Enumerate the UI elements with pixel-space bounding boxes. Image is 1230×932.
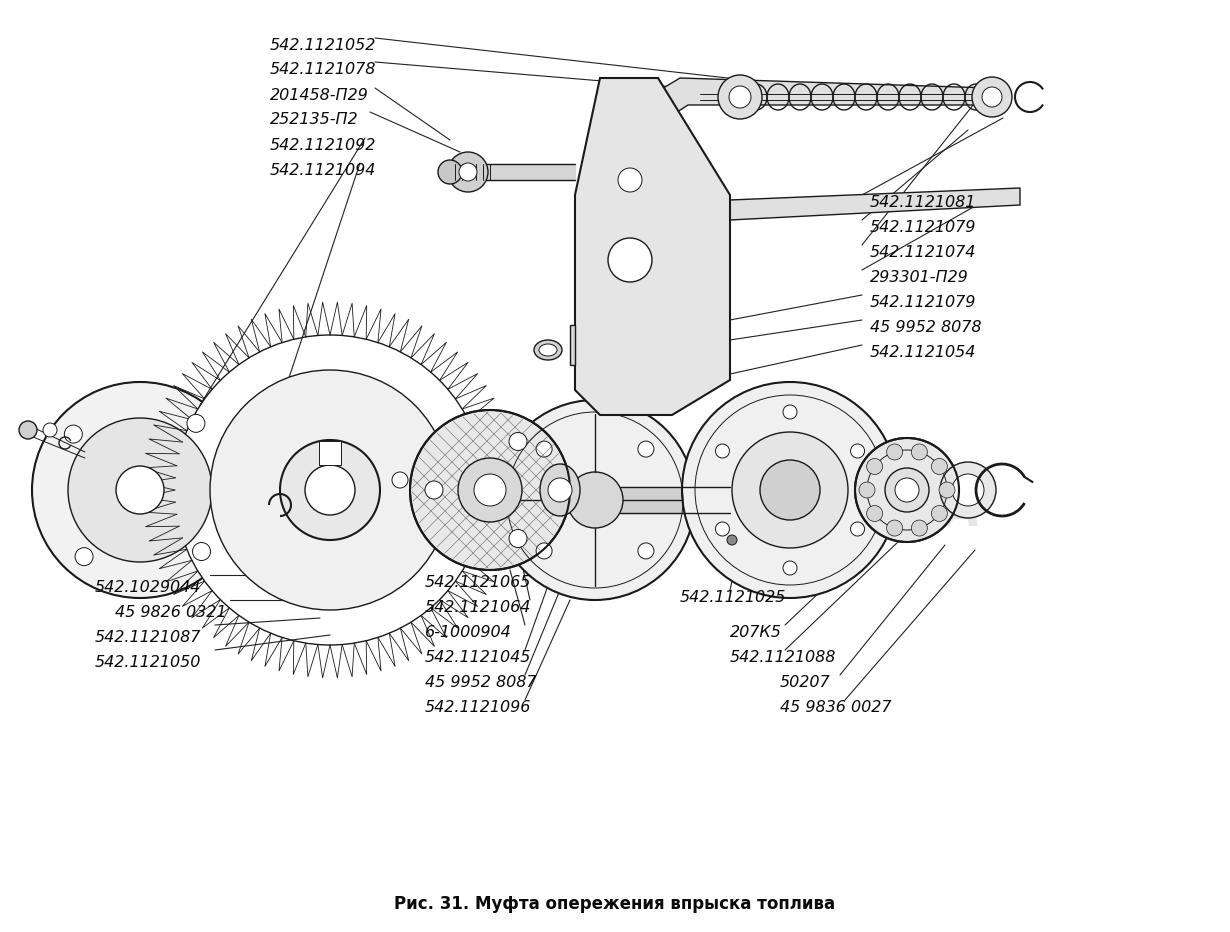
Polygon shape xyxy=(574,78,729,415)
Circle shape xyxy=(760,460,820,520)
Circle shape xyxy=(952,474,984,506)
Text: 542.1121079: 542.1121079 xyxy=(870,220,977,235)
Ellipse shape xyxy=(540,464,581,516)
Circle shape xyxy=(867,505,883,522)
Text: 252135-П2: 252135-П2 xyxy=(271,112,359,127)
Circle shape xyxy=(448,152,488,192)
Circle shape xyxy=(716,444,729,458)
Circle shape xyxy=(458,458,522,522)
Circle shape xyxy=(75,548,93,566)
Text: 542.1121064: 542.1121064 xyxy=(426,600,531,615)
Circle shape xyxy=(931,505,947,522)
Circle shape xyxy=(68,418,212,562)
Text: 542.1121096: 542.1121096 xyxy=(426,700,531,715)
Text: 542.1121087: 542.1121087 xyxy=(95,630,202,645)
Circle shape xyxy=(716,522,729,536)
Circle shape xyxy=(64,425,82,443)
Circle shape xyxy=(851,444,865,458)
Circle shape xyxy=(410,410,569,570)
Text: 542.1121079: 542.1121079 xyxy=(870,295,977,310)
Text: 45 9952 8078: 45 9952 8078 xyxy=(870,320,982,335)
Circle shape xyxy=(187,415,205,432)
Text: 6-1000904: 6-1000904 xyxy=(426,625,512,640)
Text: 45 9826 0321: 45 9826 0321 xyxy=(114,605,226,620)
Text: 542.1121088: 542.1121088 xyxy=(729,650,836,665)
Text: 50207: 50207 xyxy=(780,675,830,690)
Text: 542.1121065: 542.1121065 xyxy=(426,575,531,590)
Text: 542.1121094: 542.1121094 xyxy=(271,163,376,178)
Circle shape xyxy=(784,405,797,419)
Circle shape xyxy=(426,481,443,499)
Circle shape xyxy=(509,432,526,450)
Ellipse shape xyxy=(539,344,557,356)
Circle shape xyxy=(851,522,865,536)
Circle shape xyxy=(931,459,947,474)
Circle shape xyxy=(567,472,624,528)
Circle shape xyxy=(859,482,875,498)
Polygon shape xyxy=(569,325,574,365)
Circle shape xyxy=(474,474,506,506)
Circle shape xyxy=(494,400,695,600)
Circle shape xyxy=(18,421,37,439)
Text: 45 9836 0027: 45 9836 0027 xyxy=(780,700,892,715)
Ellipse shape xyxy=(534,340,562,360)
Circle shape xyxy=(972,77,1012,117)
Circle shape xyxy=(729,86,752,108)
Text: 542.1121045: 542.1121045 xyxy=(426,650,531,665)
Text: 207К5: 207К5 xyxy=(729,625,782,640)
Circle shape xyxy=(280,440,380,540)
Text: 542.1121081: 542.1121081 xyxy=(870,195,977,210)
Text: 542.1121025: 542.1121025 xyxy=(680,590,786,605)
Circle shape xyxy=(855,438,959,542)
Text: 45 9952 8087: 45 9952 8087 xyxy=(426,675,536,690)
Circle shape xyxy=(193,542,210,560)
Circle shape xyxy=(886,468,929,512)
Text: 542.1121074: 542.1121074 xyxy=(870,245,977,260)
Circle shape xyxy=(536,441,552,457)
Circle shape xyxy=(895,478,919,502)
Text: 542.1121050: 542.1121050 xyxy=(95,655,202,670)
Circle shape xyxy=(509,529,526,547)
Circle shape xyxy=(210,370,450,610)
Text: 542.1121054: 542.1121054 xyxy=(870,345,977,360)
Text: ПЛАНЕТА ЖЕЛЕЗЯКА: ПЛАНЕТА ЖЕЛЕЗЯКА xyxy=(369,488,982,537)
Circle shape xyxy=(940,462,996,518)
Text: 542.1121078: 542.1121078 xyxy=(271,62,376,77)
Text: 542.1029044: 542.1029044 xyxy=(95,580,202,595)
Circle shape xyxy=(732,432,847,548)
Circle shape xyxy=(305,465,355,515)
Circle shape xyxy=(438,160,462,184)
Circle shape xyxy=(617,168,642,192)
Polygon shape xyxy=(661,78,990,118)
Circle shape xyxy=(784,561,797,575)
Circle shape xyxy=(911,444,927,460)
Circle shape xyxy=(638,543,654,559)
Circle shape xyxy=(116,466,164,514)
Circle shape xyxy=(727,535,737,545)
Circle shape xyxy=(982,87,1002,107)
Circle shape xyxy=(911,520,927,536)
Circle shape xyxy=(718,75,763,119)
Circle shape xyxy=(887,444,903,460)
Circle shape xyxy=(536,543,552,559)
Circle shape xyxy=(175,335,485,645)
Circle shape xyxy=(938,482,954,498)
Circle shape xyxy=(549,478,572,502)
Circle shape xyxy=(681,382,898,598)
Polygon shape xyxy=(729,188,1020,220)
Circle shape xyxy=(867,459,883,474)
Circle shape xyxy=(392,472,408,488)
Polygon shape xyxy=(319,441,341,465)
Circle shape xyxy=(459,163,477,181)
Circle shape xyxy=(608,238,652,282)
Circle shape xyxy=(638,441,654,457)
Circle shape xyxy=(43,423,57,437)
Text: 201458-П29: 201458-П29 xyxy=(271,88,369,103)
Circle shape xyxy=(32,382,248,598)
Circle shape xyxy=(887,520,903,536)
Text: 293301-П29: 293301-П29 xyxy=(870,270,969,285)
Text: 542.1121052: 542.1121052 xyxy=(271,38,376,53)
Text: 542.1121092: 542.1121092 xyxy=(271,138,376,153)
Text: Рис. 31. Муфта опережения впрыска топлива: Рис. 31. Муфта опережения впрыска топлив… xyxy=(395,895,835,913)
